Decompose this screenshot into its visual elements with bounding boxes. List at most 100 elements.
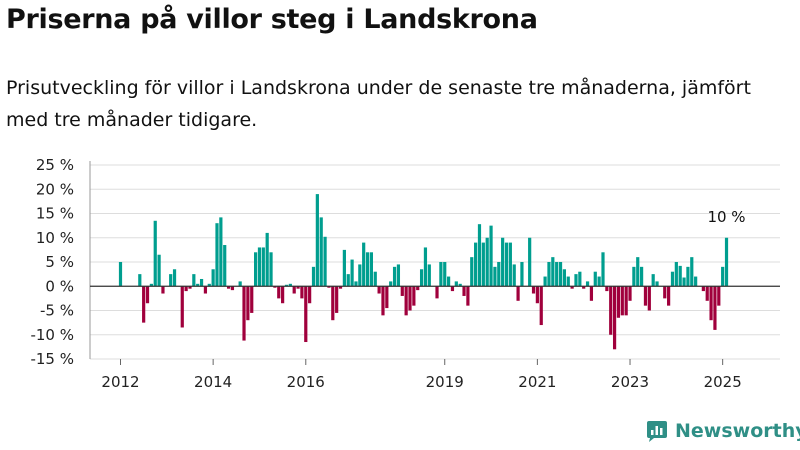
bar [690,257,694,287]
bar [257,247,262,287]
bar [203,286,208,294]
bar [365,252,370,287]
bar [373,271,377,287]
bar [628,286,632,301]
bar [551,257,555,287]
bar [643,286,648,306]
bar [663,286,667,299]
bar [261,247,265,287]
bar [717,286,721,306]
bar [277,286,281,299]
bar [392,266,397,287]
y-tick-label: 10 % [36,229,74,247]
bar [311,266,316,287]
bar [342,249,346,287]
chart-logo-icon [647,421,667,442]
bar [694,276,698,287]
bar [223,245,227,287]
bar [620,286,624,316]
bar [670,271,675,287]
bar [138,274,142,287]
bar [651,274,655,287]
bar [315,194,319,287]
bar [555,262,559,287]
last-value-annotation: 10 % [707,208,745,226]
y-tick-label: 25 % [36,156,74,174]
bar [520,262,524,287]
bar [713,286,717,330]
bar [281,286,285,304]
bar [389,281,393,287]
bar [423,247,428,287]
bar [396,264,401,287]
bar [354,281,358,287]
y-tick-label: 5 % [45,253,74,271]
bar [647,286,651,311]
bar [605,286,609,292]
bar [149,283,153,287]
bar [254,252,258,287]
bar [385,286,389,309]
x-tick-label: 2025 [704,373,742,391]
bar [157,254,161,287]
bar [288,283,292,287]
bar [196,283,200,287]
bar [454,281,458,287]
bar [601,252,605,287]
y-tick-label: 0 % [45,277,74,295]
bar [447,276,451,287]
bar [589,286,594,301]
bar [296,286,300,289]
bar [508,242,512,287]
bar [408,286,412,311]
bar [327,286,331,288]
bar [667,286,671,306]
bar [570,286,574,289]
bar [419,269,424,287]
bar [497,262,501,287]
bar [381,286,385,316]
bar [624,286,628,316]
x-tick-label: 2021 [518,373,556,391]
bar [308,286,312,304]
bar [443,262,447,287]
x-tick-label: 2012 [101,373,139,391]
bar [161,286,165,294]
bar [512,264,516,287]
bar [427,264,431,287]
bar [362,242,366,287]
bar [273,286,277,288]
bar [184,286,188,292]
bar [219,217,223,287]
bar [269,252,273,287]
bar [284,284,289,287]
bar [323,236,327,287]
bar [169,274,173,287]
bar [292,286,296,294]
bar [369,252,373,287]
bar [504,242,509,287]
bar [412,286,416,306]
bar [416,286,420,291]
bar [616,286,621,318]
bar [578,271,582,287]
bar [678,265,682,287]
bar [485,237,489,287]
y-tick-label: -5 % [40,302,74,320]
bar [562,269,566,287]
bar [597,276,601,287]
bar [721,266,725,287]
bar [535,286,539,304]
bar [435,286,439,299]
y-tick-label: 15 % [36,205,74,223]
bar [501,237,505,287]
bar [250,286,254,313]
bar [574,274,578,287]
x-tick-label: 2023 [611,373,649,391]
bar [350,259,354,287]
bar [528,237,532,287]
bar [655,281,659,287]
y-tick-label: -15 % [30,350,74,368]
bar [335,286,339,313]
bar [153,220,157,287]
